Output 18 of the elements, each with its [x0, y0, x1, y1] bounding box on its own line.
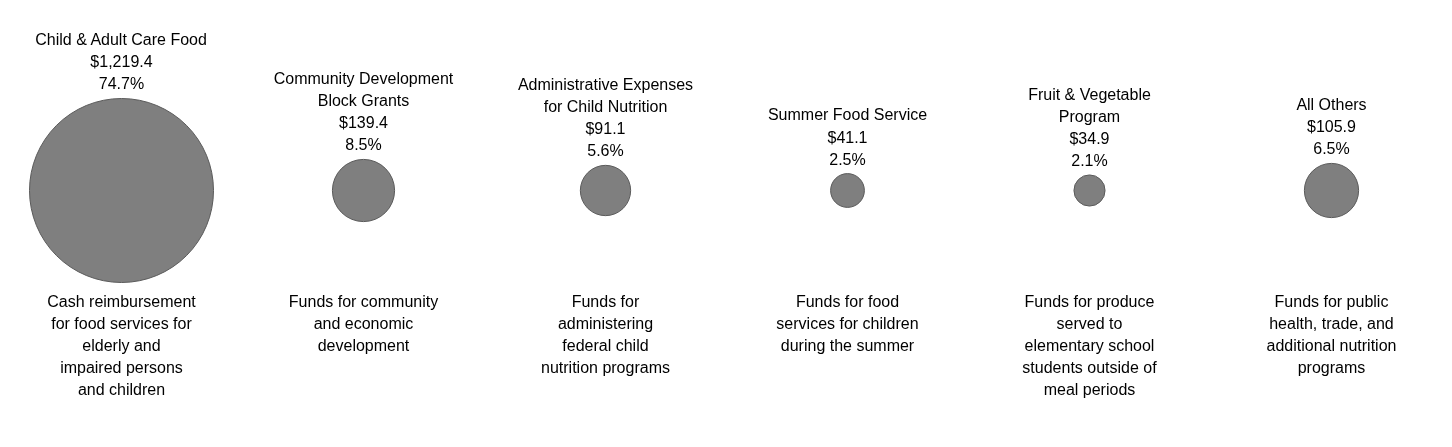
data-label: $34.9 2.1%: [1069, 129, 1110, 169]
category-label: Summer Food Service: [767, 106, 928, 124]
data-label: $41.1 2.5%: [827, 128, 868, 168]
data-label: $91.1 5.6%: [585, 120, 626, 160]
text: Funds for food services for children during the summer: [776, 292, 919, 354]
data-label: $105.9 6.5%: [1307, 118, 1357, 158]
data-label: $1,219.4 74.7%: [90, 53, 153, 93]
category-label: Administrative Expenses for Child Nutrition: [517, 76, 694, 116]
data-label: $139.4 8.5%: [339, 114, 389, 154]
text: Funds for administering federal child nutrition programs: [541, 292, 670, 376]
text: Funds for produce served to elementary school students outside of meal periods: [1022, 292, 1157, 398]
category-label: Fruit & Vegetable Program: [1028, 85, 1151, 125]
category-label: All Others: [1296, 96, 1367, 114]
text: Funds for public health, trade, and additional nutrition programs: [1266, 292, 1397, 376]
category-label: Community Development Block Grants: [273, 70, 454, 110]
text: Cash reimbursement for food services for elderly and impaired persons and children: [47, 292, 196, 398]
category-label: Child & Adult Care Food: [35, 31, 207, 49]
text: Funds for community and economic development: [288, 292, 439, 354]
